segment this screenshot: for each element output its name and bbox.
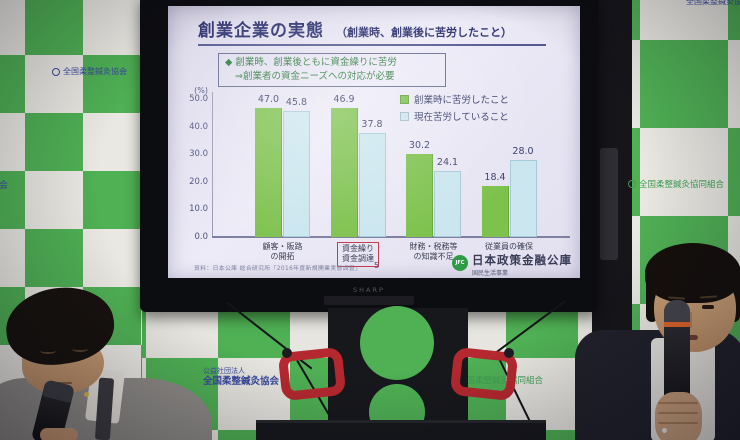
legend-swatch <box>400 94 409 104</box>
person-left-hand <box>40 428 78 440</box>
person-right-mouth <box>682 335 698 340</box>
publisher-name: 日本政策金融公庫 <box>472 253 572 267</box>
legend-label: 創業時に苦労したこと <box>414 95 510 106</box>
category-label: 財務・税務等 の知識不足 <box>409 242 458 262</box>
jfc-logo-icon: JFC <box>452 255 468 271</box>
backdrop-org-label-bottom: 公益社団法人 全国柔整鍼灸協会 <box>203 367 280 388</box>
bar <box>330 108 358 237</box>
backdrop-org-label: 全国柔整鍼灸協会 <box>0 181 9 191</box>
bar-value-label: 45.8 <box>285 97 308 109</box>
callout-box: ◆ 創業時、創業後ともに資金繰りに苦労 ⇒創業者の資金ニーズへの対応が必要 <box>218 53 446 87</box>
legend-swatch <box>400 111 409 121</box>
person-right-ring <box>662 428 667 433</box>
slide-page-number: 5 <box>374 261 380 270</box>
tv-stand-base <box>256 420 546 440</box>
callout-line-1: ◆ 創業時、創業後ともに資金繰りに苦労 <box>225 57 397 68</box>
backdrop-coop-label: 全国柔整鍼灸協同組合 <box>628 178 724 190</box>
bar-value-label: 18.4 <box>484 172 506 184</box>
bar <box>406 153 433 237</box>
title-underline <box>198 44 546 46</box>
bar <box>509 160 537 237</box>
legend-item: 創業時に苦労したこと <box>400 92 509 106</box>
stand-hole <box>360 306 434 380</box>
category-label: 資金繰り 資金調達 <box>316 242 400 267</box>
y-tick-label: 50.0 <box>189 94 208 104</box>
y-axis-line <box>212 92 213 238</box>
person-left-eye <box>72 346 88 352</box>
person-right-nose <box>690 312 692 328</box>
x-axis-line <box>212 236 570 238</box>
person-right-finger <box>658 412 698 414</box>
y-tick-label: 0.0 <box>194 231 208 242</box>
publisher-block: JFC 日本政策金融公庫 国民生活事業 <box>452 254 572 277</box>
microphone-grille <box>664 300 690 322</box>
y-tick-label: 20.0 <box>189 176 208 187</box>
bar <box>481 186 509 237</box>
bar-value-label: 37.8 <box>361 119 383 131</box>
person-left-eye <box>40 348 56 354</box>
bar-value-label: 46.9 <box>333 94 355 106</box>
slide-subtitle: （創業時、創業後に苦労したこと） <box>336 26 512 39</box>
bar <box>434 170 461 237</box>
tv-brand-label: SHARP <box>353 286 385 294</box>
y-tick-label: 30.0 <box>189 149 208 159</box>
person-right-finger <box>658 402 698 404</box>
bar-value-label: 47.0 <box>257 93 280 105</box>
legend-item: 現在苦労していること <box>400 109 509 123</box>
tv-frame: 創業企業の実態 （創業時、創業後に苦労したこと） ◆ 創業時、創業後ともに資金繰… <box>140 0 598 312</box>
highlighted-category-box: 資金繰り 資金調達 <box>337 242 379 267</box>
y-tick-label: 10.0 <box>189 204 208 214</box>
background-object <box>600 148 618 260</box>
slide-title: 創業企業の実態 <box>198 21 324 41</box>
bar <box>358 133 386 237</box>
callout-line-2: ⇒創業者の資金ニーズへの対応が必要 <box>235 70 395 82</box>
bar-chart: (%) 0.0 10.0 20.0 30.0 40.0 50.0 47.0 46.9 30.2 18… <box>168 6 580 278</box>
org-logo-mark <box>52 67 60 76</box>
person-right-hair <box>645 243 740 303</box>
bar-value-label: 28.0 <box>512 146 534 157</box>
person-left-lapel-pin <box>84 392 89 397</box>
y-axis-unit-label: (%) <box>194 86 208 95</box>
category-label: 従業員の確保 <box>485 242 533 251</box>
person-right-hand <box>655 392 702 440</box>
publisher-division: 国民生活事業 <box>472 269 509 277</box>
tv-stand-column <box>328 306 468 440</box>
bar-value-label: 24.1 <box>436 156 459 168</box>
stand-knob <box>504 348 514 358</box>
tv-sensor-bar <box>324 296 414 305</box>
backdrop-gap-shadow <box>592 0 632 352</box>
tv-screen: 創業企業の実態 （創業時、創業後に苦労したこと） ◆ 創業時、創業後ともに資金繰… <box>168 6 580 278</box>
org-logo-mark <box>628 180 636 188</box>
bar <box>283 111 310 237</box>
microphone-band <box>664 322 690 327</box>
backdrop-coop-label: 全国柔整鍼灸協同組合 <box>458 376 544 386</box>
stand-knob <box>282 348 292 358</box>
legend-label: 現在苦労していること <box>414 112 509 123</box>
person-right-eye <box>702 305 714 309</box>
person-right-finger <box>658 422 698 424</box>
chart-legend: 創業時に苦労したこと 現在苦労していること <box>400 92 509 126</box>
bar <box>255 107 282 237</box>
y-tick-label: 40.0 <box>189 121 208 132</box>
presentation-slide: 創業企業の実態 （創業時、創業後に苦労したこと） ◆ 創業時、創業後ともに資金繰… <box>168 6 580 278</box>
backdrop-org-label: 全国柔整鍼灸協会 <box>52 66 127 77</box>
backdrop-org-label: 全国柔整鍼灸協会 <box>686 0 740 6</box>
bar-value-label: 30.2 <box>408 139 431 151</box>
slide-footnote: 資料：日本公庫 総合研究所「2016年度新規開業実態調査」 <box>194 266 362 272</box>
category-label: 顧客・販路 の開拓 <box>262 242 303 262</box>
